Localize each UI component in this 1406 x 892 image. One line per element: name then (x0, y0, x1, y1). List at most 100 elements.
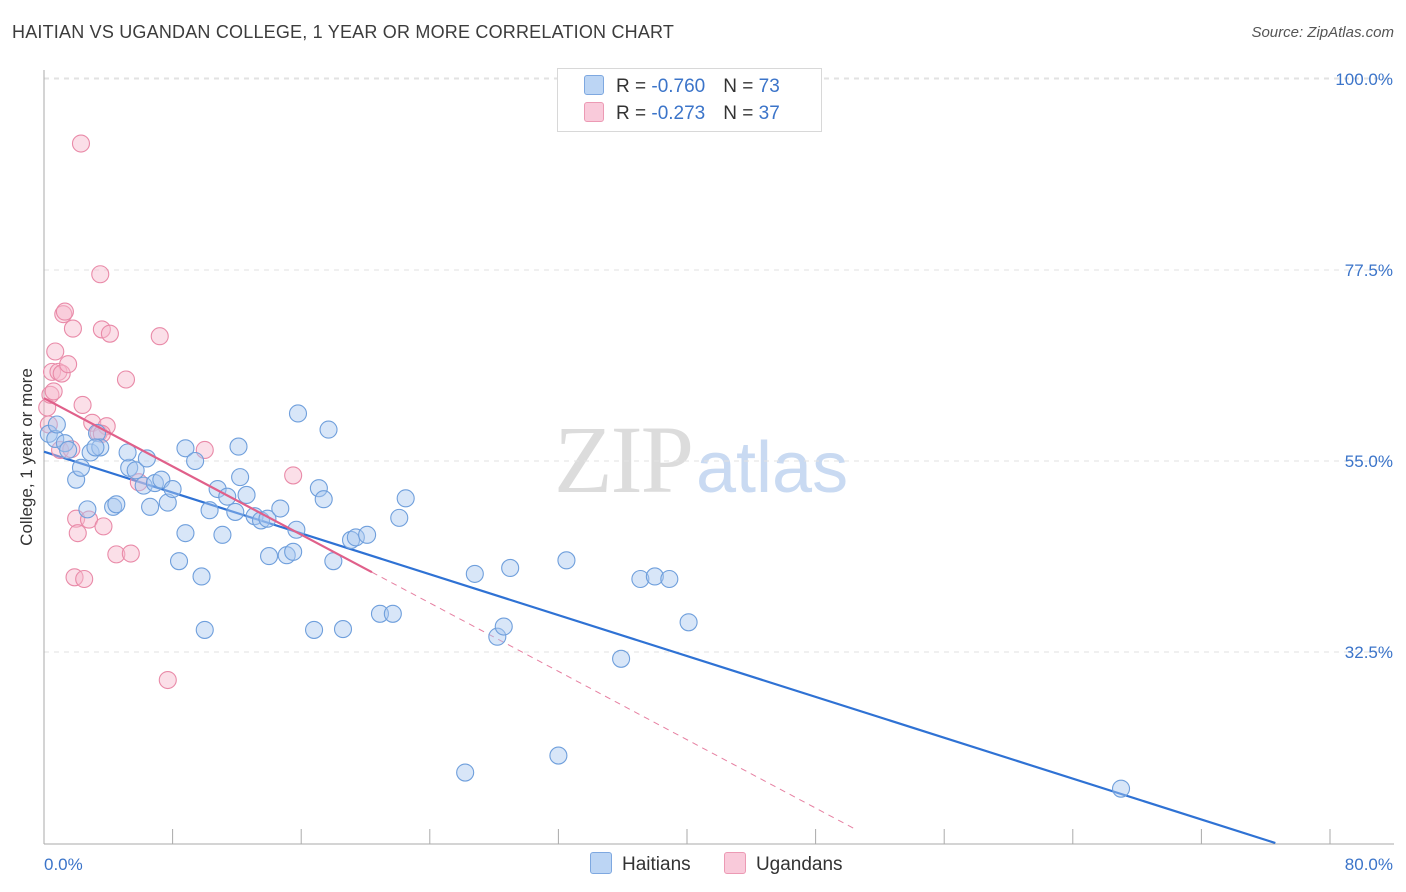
haitians-point (341, 530, 361, 549)
haitians-point (229, 437, 248, 456)
haitians-point (86, 438, 105, 457)
haitians-point (176, 439, 195, 458)
legend-item-ugandans[interactable]: Ugandans (723, 852, 843, 876)
haitians-point (679, 613, 698, 632)
haitians-point (158, 493, 177, 512)
haitians-point (549, 746, 568, 765)
ugandans-point (92, 320, 111, 339)
haitians-point (200, 501, 219, 520)
x-tick-label: 0.0% (44, 855, 83, 874)
haitians-point (259, 547, 279, 566)
ugandans-point (284, 466, 303, 485)
ugandans-swatch (584, 102, 604, 122)
ugandans-point (55, 302, 74, 321)
label-layer: 32.5% 55.0% 77.5% 100.0% 0.0% 80.0% College, 1… (17, 70, 1393, 874)
legend-row-ugandans: R = -0.273 N = 37 (584, 102, 780, 126)
ugandans-legend-label: Ugandans (755, 854, 843, 875)
legend-item-haitians[interactable]: Haitians (590, 852, 691, 876)
haitians-point (226, 502, 245, 521)
haitians-point (612, 649, 631, 668)
series-legend: Haitians Ugandans (590, 852, 871, 876)
legend-n-value: 37 (758, 103, 780, 124)
y-tick-label: 77.5% (1345, 261, 1393, 280)
x-tick-label: 80.0% (1345, 855, 1393, 874)
haitians-point (186, 451, 205, 471)
haitians-point (126, 461, 145, 480)
legend-row-haitians: R = -0.760 N = 73 (584, 75, 780, 99)
correlation-legend: R = -0.760 N = 73 R = -0.273 N = 37 (557, 68, 822, 132)
haitians-point (660, 569, 679, 589)
haitians-point (71, 458, 91, 477)
haitians-point (358, 525, 377, 544)
ugandans-trend-line (43, 397, 373, 574)
haitians-trend-line (43, 450, 1276, 845)
legend-r-label: R = (616, 76, 652, 97)
y-tick-label: 100.0% (1335, 70, 1393, 89)
legend-n-label: N = (723, 76, 759, 97)
haitians-swatch (584, 75, 604, 95)
ugandans-point (71, 134, 91, 153)
haitians-point (78, 500, 97, 519)
y-axis-title: College, 1 year or more (17, 368, 36, 546)
haitians-legend-swatch (590, 852, 612, 874)
haitians-point (501, 558, 520, 578)
legend-n-value: 73 (758, 76, 780, 97)
ugandans-point (94, 517, 113, 536)
haitians-point (195, 620, 214, 639)
haitians-point (396, 489, 415, 508)
haitians-point (319, 420, 338, 439)
haitians-point (288, 404, 308, 423)
haitians-point (456, 763, 475, 782)
haitians-point (271, 499, 290, 518)
haitians-point (67, 470, 86, 489)
haitians-point (1111, 779, 1131, 798)
ugandans-point (116, 370, 136, 389)
haitians-point (631, 569, 650, 589)
ugandans-point (46, 342, 65, 361)
ugandans-point (63, 319, 82, 338)
haitians-point (383, 604, 402, 623)
chart-title: HAITIAN VS UGANDAN COLLEGE, 1 YEAR OR MO… (12, 22, 675, 42)
haitians-point (134, 476, 153, 495)
haitians-point (494, 617, 513, 636)
legend-r-value: -0.760 (651, 76, 706, 97)
ugandans-point (100, 324, 119, 343)
haitians-point (141, 497, 160, 516)
haitians-point (346, 528, 365, 547)
haitians-point (213, 525, 232, 544)
axis-layer (43, 70, 1394, 845)
watermark-zip: ZIP (554, 406, 694, 513)
haitians-point (91, 438, 110, 457)
haitians-point (176, 524, 195, 543)
ugandans-trend-extension (371, 571, 855, 830)
haitians-point (465, 564, 484, 583)
haitians-point (370, 604, 390, 623)
haitians-point (237, 485, 256, 505)
ugandans-legend-swatch (723, 852, 746, 874)
legend-r-label: R = (616, 103, 652, 124)
haitians-legend-label: Haitians (622, 854, 691, 875)
ugandans-point (129, 473, 148, 492)
ugandans-point (107, 545, 126, 564)
ugandans-point (91, 265, 110, 284)
trend-layer (43, 450, 1276, 845)
ugandans-point (44, 382, 63, 401)
haitians-point (488, 627, 507, 646)
y-tick-label: 32.5% (1345, 643, 1393, 662)
haitians-point (305, 620, 324, 639)
haitians-point (231, 468, 250, 487)
haitians-point (645, 567, 664, 586)
grid-layer (44, 77, 1394, 653)
ugandans-point (150, 327, 169, 346)
ugandans-point (68, 524, 87, 543)
watermark: ZIPatlas (554, 404, 848, 515)
haitians-point (107, 495, 126, 514)
haitians-point (59, 440, 78, 460)
y-tick-label: 55.0% (1345, 452, 1393, 471)
haitians-point (47, 415, 66, 434)
ugandans-point (52, 364, 71, 383)
haitians-point (192, 567, 211, 586)
haitians-point (118, 443, 137, 462)
haitians-point (309, 479, 328, 498)
